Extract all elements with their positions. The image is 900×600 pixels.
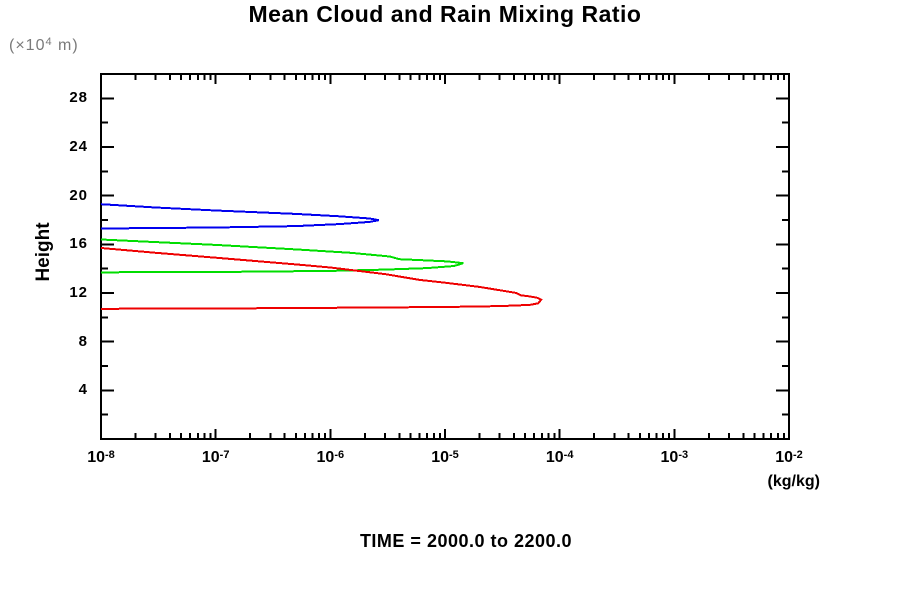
x-tick-label: 10-6 — [316, 449, 345, 466]
y-axis-units-label: (×104 m) — [9, 36, 79, 54]
y-tick-label: 4 — [78, 381, 88, 399]
x-tick-label: 10-8 — [87, 449, 115, 466]
y-tick-label: 28 — [69, 89, 88, 107]
time-range-label: TIME = 2000.0 to 2200.0 — [359, 531, 573, 551]
x-tick-label: 10-5 — [431, 449, 459, 466]
series-line-green-profile — [100, 238, 464, 274]
x-tick-label: 10-7 — [201, 449, 230, 466]
series-line-red-profile — [100, 247, 543, 310]
x-axis-units-label: (kg/kg) — [767, 473, 820, 490]
chart-title: Mean Cloud and Rain Mixing Ratio — [248, 1, 642, 27]
y-tick-label: 8 — [78, 332, 88, 350]
y-tick-label: 12 — [69, 284, 88, 301]
series-line-blue-profile — [100, 203, 380, 230]
x-tick-label: 10-4 — [545, 449, 574, 466]
y-tick-label: 20 — [69, 186, 88, 204]
y-tick-label: 24 — [69, 138, 88, 155]
x-tick-label: 10-2 — [775, 449, 803, 466]
x-tick-label: 10-3 — [660, 449, 689, 466]
y-tick-label: 16 — [69, 235, 88, 253]
